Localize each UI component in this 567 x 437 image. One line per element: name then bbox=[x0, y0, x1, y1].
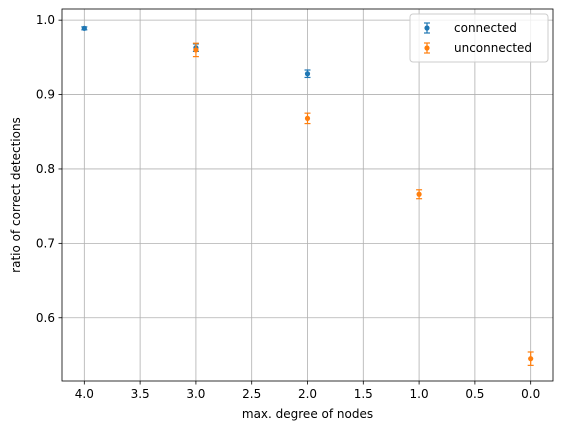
y-tick-label: 0.7 bbox=[36, 236, 55, 250]
x-tick-label: 4.0 bbox=[75, 387, 94, 401]
data-point bbox=[416, 192, 421, 197]
legend: connected unconnected bbox=[410, 14, 548, 62]
y-tick-label: 0.8 bbox=[36, 162, 55, 176]
legend-label-unconnected: unconnected bbox=[454, 41, 532, 55]
legend-label-connected: connected bbox=[454, 21, 517, 35]
x-tick-label: 2.5 bbox=[242, 387, 261, 401]
data-point bbox=[193, 47, 198, 52]
data-point bbox=[305, 116, 310, 121]
x-tick-label: 2.0 bbox=[298, 387, 317, 401]
y-tick-label: 0.6 bbox=[36, 311, 55, 325]
legend-marker bbox=[424, 45, 429, 50]
legend-marker bbox=[424, 25, 429, 30]
x-tick-label: 3.0 bbox=[186, 387, 205, 401]
x-axis-label: max. degree of nodes bbox=[242, 407, 373, 421]
data-point bbox=[305, 71, 310, 76]
x-tick-label: 0.0 bbox=[521, 387, 540, 401]
x-tick-label: 3.5 bbox=[131, 387, 150, 401]
x-tick-label: 1.5 bbox=[354, 387, 373, 401]
y-axis-label: ratio of correct detections bbox=[9, 117, 23, 273]
y-tick-label: 0.9 bbox=[36, 88, 55, 102]
data-point bbox=[82, 26, 87, 31]
x-tick-label: 1.0 bbox=[410, 387, 429, 401]
y-tick-label: 1.0 bbox=[36, 13, 55, 27]
data-point bbox=[528, 356, 533, 361]
x-tick-label: 0.5 bbox=[465, 387, 484, 401]
